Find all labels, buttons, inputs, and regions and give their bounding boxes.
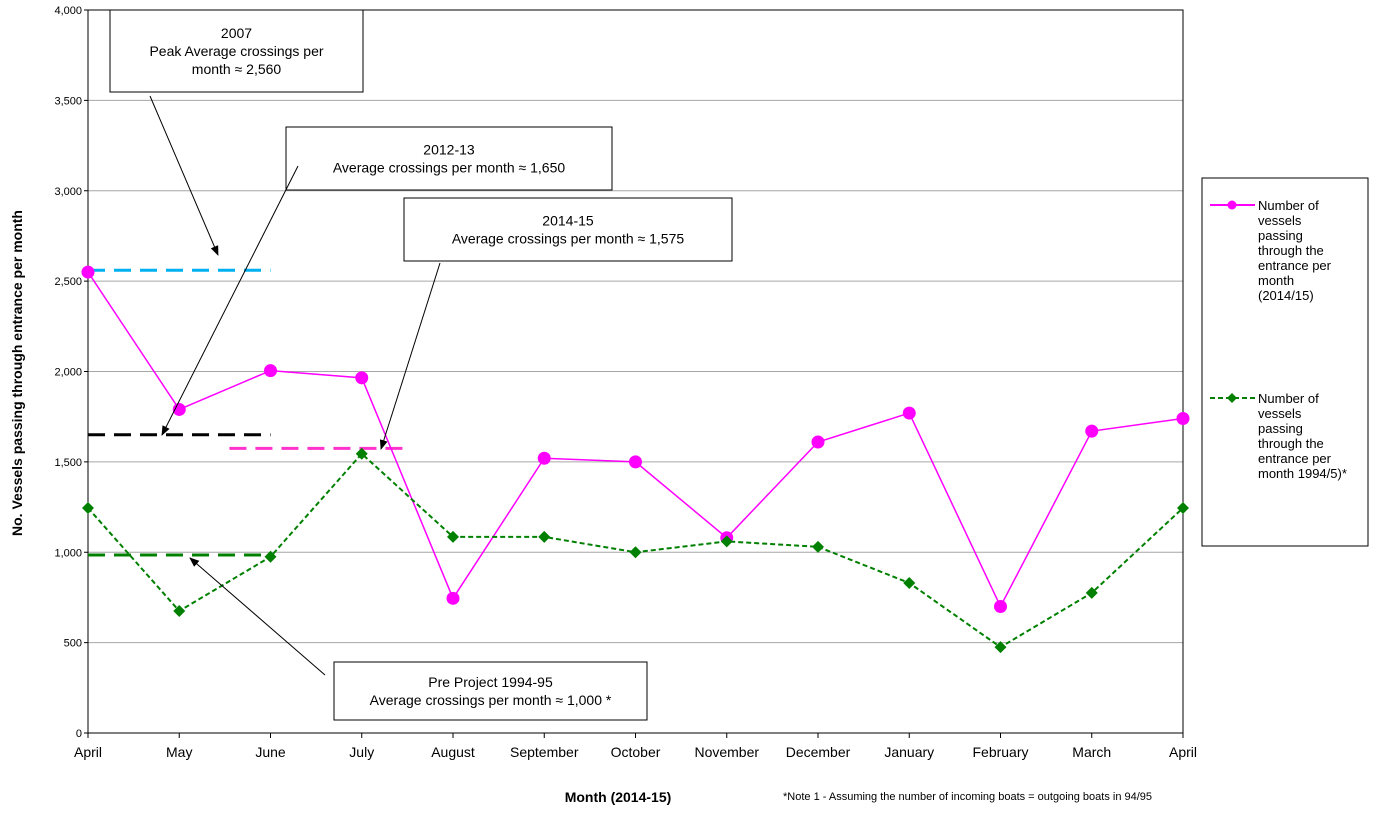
callout-box — [109, 9, 364, 93]
data-point — [811, 435, 825, 449]
y-axis-ticks: 0 500 1,000 1,500 2,000 2,500 3,000 3,500 4,000 — [54, 5, 88, 740]
y-tick-label: 1,000 — [54, 547, 82, 559]
legend-label: through the — [1258, 436, 1324, 451]
legend-label: through the — [1258, 243, 1324, 258]
data-point — [264, 550, 277, 563]
callout-text: 2014-15 — [542, 213, 594, 229]
x-tick-label: August — [431, 744, 475, 760]
y-tick-label: 2,000 — [54, 367, 82, 379]
legend-label: passing — [1258, 228, 1303, 243]
legend-label: vessels — [1258, 213, 1302, 228]
y-tick-label: 3,000 — [54, 186, 82, 198]
data-point — [81, 265, 95, 279]
legend-label: (2014/15) — [1258, 288, 1314, 303]
data-point — [994, 641, 1007, 654]
x-tick-label: January — [884, 744, 934, 760]
data-point — [537, 451, 551, 465]
series-group — [81, 265, 1190, 654]
data-point — [629, 546, 642, 559]
x-tick-label: April — [74, 744, 102, 760]
y-tick-label: 1,500 — [54, 457, 82, 469]
x-tick-label: December — [786, 744, 851, 760]
legend-label: Number of — [1258, 391, 1319, 406]
legend-label: Number of — [1258, 198, 1319, 213]
x-axis-title: Month (2014-15) — [565, 789, 672, 805]
data-point — [447, 530, 459, 543]
y-tick-label: 500 — [64, 638, 82, 650]
data-point — [629, 455, 642, 469]
data-point — [355, 371, 369, 385]
callouts: 2007 Peak Average crossings per month ≈ 2,… — [109, 9, 733, 721]
y-tick-label: 3,500 — [54, 95, 82, 107]
data-point — [264, 364, 277, 378]
data-point — [1176, 411, 1190, 425]
callout-text: 2007 — [221, 25, 252, 41]
data-point — [902, 406, 916, 420]
data-point — [538, 530, 551, 543]
reference-lines — [88, 268, 403, 557]
x-tick-label: July — [349, 744, 374, 760]
data-point — [446, 591, 460, 605]
callout-text: 2012-13 — [423, 142, 475, 158]
x-tick-label: October — [611, 744, 661, 760]
data-point — [994, 599, 1007, 613]
x-tick-label: September — [510, 744, 579, 760]
x-tick-label: May — [166, 744, 192, 760]
x-axis-ticks: April May June July August September October No… — [74, 733, 1197, 760]
data-point — [1085, 424, 1099, 438]
y-tick-label: 0 — [76, 728, 82, 740]
callout-arrow — [189, 557, 326, 676]
legend-marker — [1227, 393, 1237, 403]
callout-arrow — [149, 95, 219, 256]
callout-text: Pre Project 1994-95 — [428, 674, 553, 690]
x-tick-label: April — [1169, 744, 1197, 760]
y-tick-label: 2,500 — [54, 276, 82, 288]
callout-arrow — [379, 262, 441, 450]
callout-text: Peak Average crossings per — [149, 43, 323, 59]
data-point — [812, 540, 824, 553]
callout-arrow — [161, 165, 299, 436]
x-tick-label: November — [694, 744, 759, 760]
data-point — [173, 604, 186, 617]
data-point — [903, 576, 916, 589]
data-point — [355, 447, 368, 460]
data-point — [720, 535, 733, 548]
callout-text: Average crossings per month ≈ 1,575 — [452, 231, 685, 247]
callout-box — [333, 661, 648, 721]
legend-label: entrance per — [1258, 258, 1332, 273]
x-tick-label: March — [1072, 744, 1111, 760]
callout-box — [285, 126, 613, 191]
legend-label: vessels — [1258, 406, 1302, 421]
legend-label: month — [1258, 273, 1294, 288]
callout-box — [403, 197, 733, 262]
legend-marker — [1227, 200, 1237, 210]
legend-label: passing — [1258, 421, 1303, 436]
y-axis-title: No. Vessels passing through entrance per… — [9, 210, 25, 536]
x-tick-label: June — [255, 744, 286, 760]
x-tick-label: February — [972, 744, 1028, 760]
legend-box — [1201, 177, 1369, 547]
footnote: *Note 1 - Assuming the number of incomin… — [783, 791, 1152, 803]
callout-text: month ≈ 2,560 — [192, 61, 282, 77]
data-point — [1085, 586, 1098, 599]
callout-text: Average crossings per month ≈ 1,650 — [333, 160, 566, 176]
data-point — [1177, 501, 1189, 514]
data-point — [82, 501, 94, 514]
callout-text: Average crossings per month ≈ 1,000 * — [370, 692, 612, 708]
y-tick-label: 4,000 — [54, 5, 82, 17]
gridlines — [87, 9, 1184, 734]
legend-label: month 1994/5)* — [1258, 466, 1347, 481]
legend-label: entrance per — [1258, 451, 1332, 466]
